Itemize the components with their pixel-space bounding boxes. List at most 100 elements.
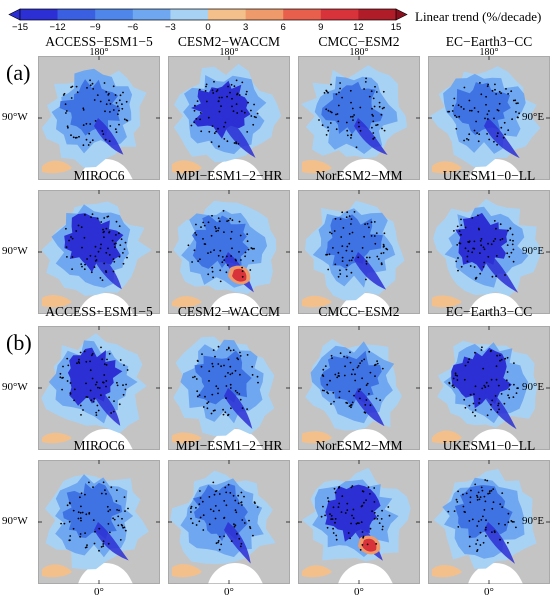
significance-dot — [204, 395, 206, 398]
significance-dot — [355, 146, 358, 149]
significance-dot — [78, 135, 80, 138]
significance-dot — [341, 256, 344, 259]
significance-dot — [334, 518, 337, 520]
significance-dot — [256, 375, 259, 378]
significance-dot — [191, 522, 194, 525]
significance-dot — [511, 520, 514, 523]
significance-dot — [220, 543, 223, 546]
significance-dot — [119, 94, 122, 97]
open-ocean-region — [208, 562, 263, 584]
significance-dot — [109, 103, 112, 105]
significance-dot — [194, 232, 197, 234]
significance-dot — [464, 247, 467, 250]
significance-dot — [478, 498, 481, 501]
significance-dot — [375, 543, 378, 545]
significance-dot — [94, 255, 97, 258]
significance-dot — [509, 227, 512, 230]
significance-dot — [483, 384, 486, 387]
significance-dot — [240, 501, 243, 503]
significance-dot — [338, 502, 341, 505]
significance-dot — [368, 256, 371, 259]
significance-dot — [347, 532, 350, 534]
significance-dot — [512, 248, 515, 251]
significance-dot — [238, 537, 241, 540]
significance-dot — [105, 364, 108, 366]
significance-dot — [469, 109, 471, 112]
significance-dot — [348, 233, 351, 235]
significance-dot — [215, 230, 218, 233]
significance-dot — [318, 119, 320, 121]
significance-dot — [86, 544, 88, 546]
significance-dot — [119, 244, 122, 246]
significance-dot — [328, 253, 331, 256]
significance-dot — [120, 523, 123, 526]
significance-dot — [334, 491, 337, 494]
significance-dot — [363, 501, 365, 504]
significance-dot — [453, 97, 456, 100]
arctic-map-panel — [428, 326, 550, 450]
lon-label-180: 180° — [219, 47, 239, 58]
significance-dot — [108, 352, 111, 355]
significance-dot — [485, 103, 487, 106]
significance-dot — [355, 522, 358, 525]
significance-dot — [485, 381, 488, 384]
significance-dot — [69, 382, 72, 384]
positive-trend-region — [42, 564, 72, 578]
significance-dot — [502, 136, 505, 139]
significance-dot — [229, 365, 232, 368]
significance-dot — [81, 246, 83, 249]
significance-dot — [231, 372, 234, 375]
significance-dot — [108, 99, 110, 102]
significance-dot — [474, 415, 476, 417]
significance-dot — [359, 388, 361, 391]
significance-dot — [455, 260, 458, 263]
significance-dot — [325, 108, 328, 111]
significance-dot — [469, 393, 472, 396]
significance-dot — [359, 129, 362, 132]
significance-dot — [211, 89, 214, 92]
significance-dot — [360, 505, 363, 508]
significance-dot — [225, 271, 228, 274]
significance-dot — [453, 386, 455, 389]
significance-dot — [376, 123, 379, 126]
lon-label-0: 0° — [484, 586, 494, 598]
significance-dot — [86, 87, 88, 89]
significance-dot — [214, 490, 217, 493]
significance-dot — [363, 88, 365, 90]
significance-dot — [105, 91, 108, 93]
significance-dot — [492, 240, 495, 243]
significance-dot — [106, 505, 109, 508]
significance-dot — [99, 100, 102, 103]
significance-dot — [499, 538, 501, 541]
significance-dot — [241, 407, 244, 409]
significance-dot — [477, 214, 479, 217]
significance-dot — [213, 80, 215, 83]
significance-dot — [474, 385, 477, 388]
significance-dot — [496, 109, 499, 111]
significance-dot — [371, 126, 373, 129]
significance-dot — [327, 126, 329, 129]
significance-dot — [122, 91, 124, 94]
significance-dot — [238, 393, 241, 395]
significance-dot — [510, 90, 513, 93]
significance-dot — [85, 122, 88, 125]
significance-dot — [456, 225, 459, 228]
significance-dot — [346, 129, 349, 132]
significance-dot — [486, 118, 489, 120]
significance-dot — [246, 240, 249, 243]
significance-dot — [366, 543, 369, 546]
significance-dot — [207, 273, 210, 276]
significance-dot — [118, 123, 120, 126]
significance-dot — [116, 489, 118, 491]
significance-dot — [124, 241, 127, 244]
significance-dot — [84, 493, 86, 496]
significance-dot — [125, 383, 127, 386]
significance-dot — [508, 396, 511, 399]
significance-dot — [120, 238, 123, 241]
significance-dot — [193, 121, 196, 124]
significance-dot — [123, 118, 126, 121]
significance-dot — [121, 107, 124, 110]
significance-dot — [215, 227, 217, 230]
significance-dot — [83, 236, 86, 239]
positive-trend-region — [172, 160, 202, 174]
